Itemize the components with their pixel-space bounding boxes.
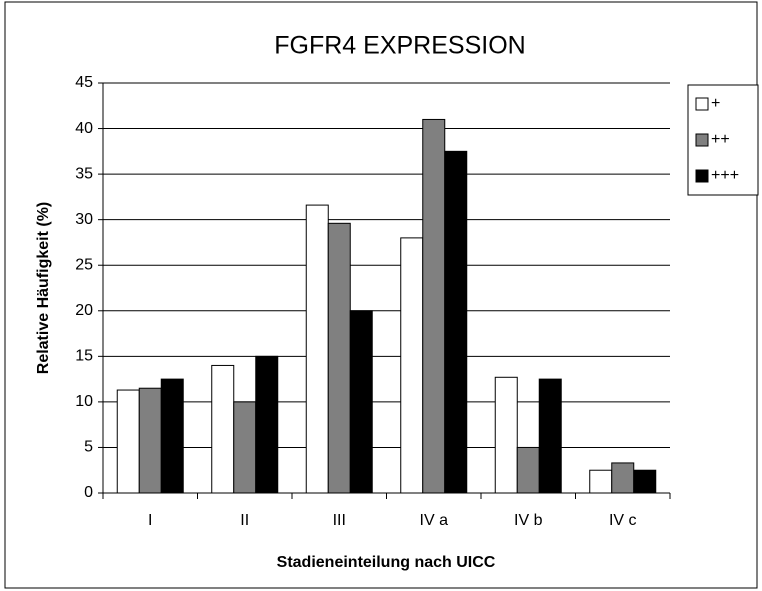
bar: [211, 364, 235, 494]
x-tick-label: I: [148, 512, 152, 529]
bar: [633, 469, 657, 494]
chart-frame: [4, 1, 758, 589]
legend-label: +: [711, 95, 720, 112]
y-tick-label: 30: [75, 211, 93, 228]
y-tick-label: 40: [75, 120, 93, 137]
bar: [422, 118, 446, 494]
bar: [160, 378, 184, 494]
legend-swatch: [695, 169, 709, 183]
bar: [255, 355, 279, 494]
bar: [233, 401, 257, 494]
bar: [444, 150, 468, 494]
bar: [138, 387, 162, 494]
y-tick-label: 0: [84, 484, 93, 501]
bar: [589, 469, 613, 494]
bar: [516, 446, 540, 494]
y-tick-label: 5: [84, 439, 93, 456]
x-tick-label: III: [333, 512, 346, 529]
bar: [611, 462, 635, 494]
bar: [349, 310, 373, 494]
x-tick-label: II: [240, 512, 249, 529]
legend-label: ++: [711, 131, 730, 148]
y-axis-label: Relative Häufigkeit (%): [35, 202, 52, 374]
y-tick-label: 45: [75, 74, 93, 91]
y-tick-label: 20: [75, 302, 93, 319]
legend-swatch: [695, 133, 709, 147]
chart-title: FGFR4 EXPRESSION: [274, 32, 525, 60]
x-tick-label: IV c: [609, 512, 637, 529]
legend-label: +++: [711, 167, 739, 184]
legend-swatch: [695, 97, 709, 111]
y-tick-label: 10: [75, 393, 93, 410]
bar: [538, 378, 562, 494]
bar: [116, 389, 140, 494]
x-tick-label: IV a: [420, 512, 449, 529]
x-tick-label: IV b: [514, 512, 543, 529]
y-tick-label: 35: [75, 165, 93, 182]
y-tick-label: 15: [75, 348, 93, 365]
x-axis-label: Stadieneinteilung nach UICC: [277, 554, 496, 571]
bar: [494, 376, 518, 494]
bar: [400, 237, 424, 494]
bar: [305, 204, 329, 494]
y-tick-label: 25: [75, 256, 93, 273]
bar: [327, 222, 351, 494]
